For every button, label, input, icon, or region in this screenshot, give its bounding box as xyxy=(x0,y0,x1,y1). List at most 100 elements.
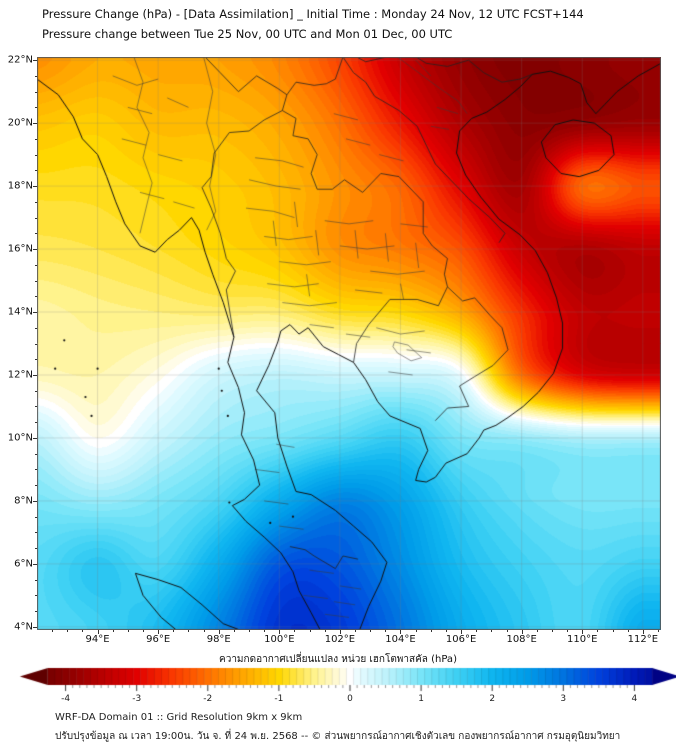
axis-tick xyxy=(35,516,37,518)
axis-tick xyxy=(52,630,54,632)
axis-tick xyxy=(35,359,37,361)
colorbar-tick-label: -4 xyxy=(61,694,71,704)
axis-tick xyxy=(35,233,37,235)
x-axis-label: 98°E xyxy=(206,634,231,645)
axis-tick xyxy=(35,264,37,266)
axis-tick xyxy=(430,630,432,632)
y-axis-label: 8°N xyxy=(14,495,33,507)
axis-tick xyxy=(551,630,553,632)
colorbar-tick-label: 0 xyxy=(347,694,353,704)
axis-tick xyxy=(491,630,493,632)
axis-tick xyxy=(33,186,37,188)
y-axis-label: 20°N xyxy=(7,117,33,129)
axis-tick xyxy=(35,611,37,613)
axis-tick xyxy=(35,422,37,424)
axis-tick xyxy=(400,630,402,634)
axis-tick xyxy=(35,548,37,550)
axis-tick xyxy=(35,343,37,345)
x-axis-label: 104°E xyxy=(385,634,416,645)
axis-tick xyxy=(35,595,37,597)
axis-tick xyxy=(35,406,37,408)
axis-tick xyxy=(294,630,296,632)
axis-tick xyxy=(370,630,372,632)
pressure-change-map-canvas xyxy=(37,57,661,630)
y-axis-label: 12°N xyxy=(7,369,33,381)
x-axis-label: 108°E xyxy=(506,634,537,645)
axis-tick xyxy=(35,201,37,203)
axis-tick xyxy=(82,630,84,632)
axis-tick xyxy=(33,626,37,628)
axis-tick xyxy=(173,630,175,632)
axis-tick xyxy=(35,138,37,140)
axis-tick xyxy=(445,630,447,632)
x-axis-label: 102°E xyxy=(324,634,356,645)
x-axis-label: 112°E xyxy=(627,634,659,645)
y-axis-label: 10°N xyxy=(7,432,33,444)
axis-tick xyxy=(33,563,37,565)
axis-tick xyxy=(355,630,357,632)
axis-tick xyxy=(657,630,659,632)
y-axis-label: 22°N xyxy=(7,54,33,66)
x-axis-label: 110°E xyxy=(567,634,598,645)
axis-tick xyxy=(35,453,37,455)
axis-tick xyxy=(35,107,37,109)
axis-tick xyxy=(642,630,644,634)
axis-tick xyxy=(35,390,37,392)
axis-tick xyxy=(158,630,160,634)
axis-tick xyxy=(385,630,387,632)
y-axis-label: 14°N xyxy=(7,306,33,318)
page-subtitle: Pressure change between Tue 25 Nov, 00 U… xyxy=(42,27,453,41)
x-axis-label: 100°E xyxy=(264,634,295,645)
axis-tick xyxy=(415,630,417,632)
axis-tick xyxy=(324,630,326,632)
colorbar-tick-label: -2 xyxy=(203,694,213,704)
colorbar-tick-label: 3 xyxy=(560,694,567,704)
colorbar-tick-label: -3 xyxy=(132,694,142,704)
axis-tick xyxy=(521,630,523,634)
axis-tick xyxy=(35,296,37,298)
axis-tick xyxy=(35,170,37,172)
axis-tick xyxy=(218,630,220,634)
axis-tick xyxy=(597,630,599,632)
axis-tick xyxy=(582,630,584,634)
axis-tick xyxy=(33,500,37,502)
axis-tick xyxy=(33,249,37,251)
map-plot: 94°E 96°E 98°E 100°E 102°E 104°E 106°E 108°E 110… xyxy=(7,54,661,645)
colorbar-tick-label: 4 xyxy=(631,694,638,704)
axis-tick xyxy=(536,630,538,632)
axis-tick xyxy=(233,630,235,632)
axis-tick xyxy=(35,485,37,487)
axis-tick xyxy=(506,630,508,632)
footer-update-info: ปรับปรุงข้อมูล ณ เวลา 19:00น. วัน จ. ที่… xyxy=(55,731,621,742)
axis-tick xyxy=(249,630,251,632)
axis-tick xyxy=(33,437,37,439)
x-axis-label: 96°E xyxy=(146,634,171,645)
y-axis-label: 16°N xyxy=(7,243,33,255)
axis-tick xyxy=(35,327,37,329)
x-axis-label: 106°E xyxy=(445,634,477,645)
x-axis-label: 94°E xyxy=(85,634,110,645)
axis-tick xyxy=(35,217,37,219)
axis-tick xyxy=(476,630,478,632)
colorbar-tick-label: 1 xyxy=(418,694,424,704)
axis-tick xyxy=(35,579,37,581)
axis-tick xyxy=(309,630,311,632)
axis-tick xyxy=(143,630,145,632)
axis-tick xyxy=(279,630,281,634)
axis-tick xyxy=(35,75,37,77)
axis-tick xyxy=(35,532,37,534)
axis-tick xyxy=(33,123,37,125)
axis-tick xyxy=(35,280,37,282)
axis-tick xyxy=(35,154,37,156)
axis-tick xyxy=(97,630,99,634)
colorbar-label: ความกดอากาศเปลี่ยนแปลง หน่วย เฮกโตพาสคัล… xyxy=(219,654,457,665)
axis-tick xyxy=(461,630,463,634)
axis-tick xyxy=(627,630,629,632)
colorbar-canvas xyxy=(0,667,676,694)
footer-domain-info: WRF-DA Domain 01 :: Grid Resolution 9km … xyxy=(55,712,303,723)
axis-tick xyxy=(567,630,569,632)
axis-tick xyxy=(67,630,69,632)
axis-tick xyxy=(339,630,341,634)
page-title: Pressure Change (hPa) - [Data Assimilati… xyxy=(42,7,584,21)
